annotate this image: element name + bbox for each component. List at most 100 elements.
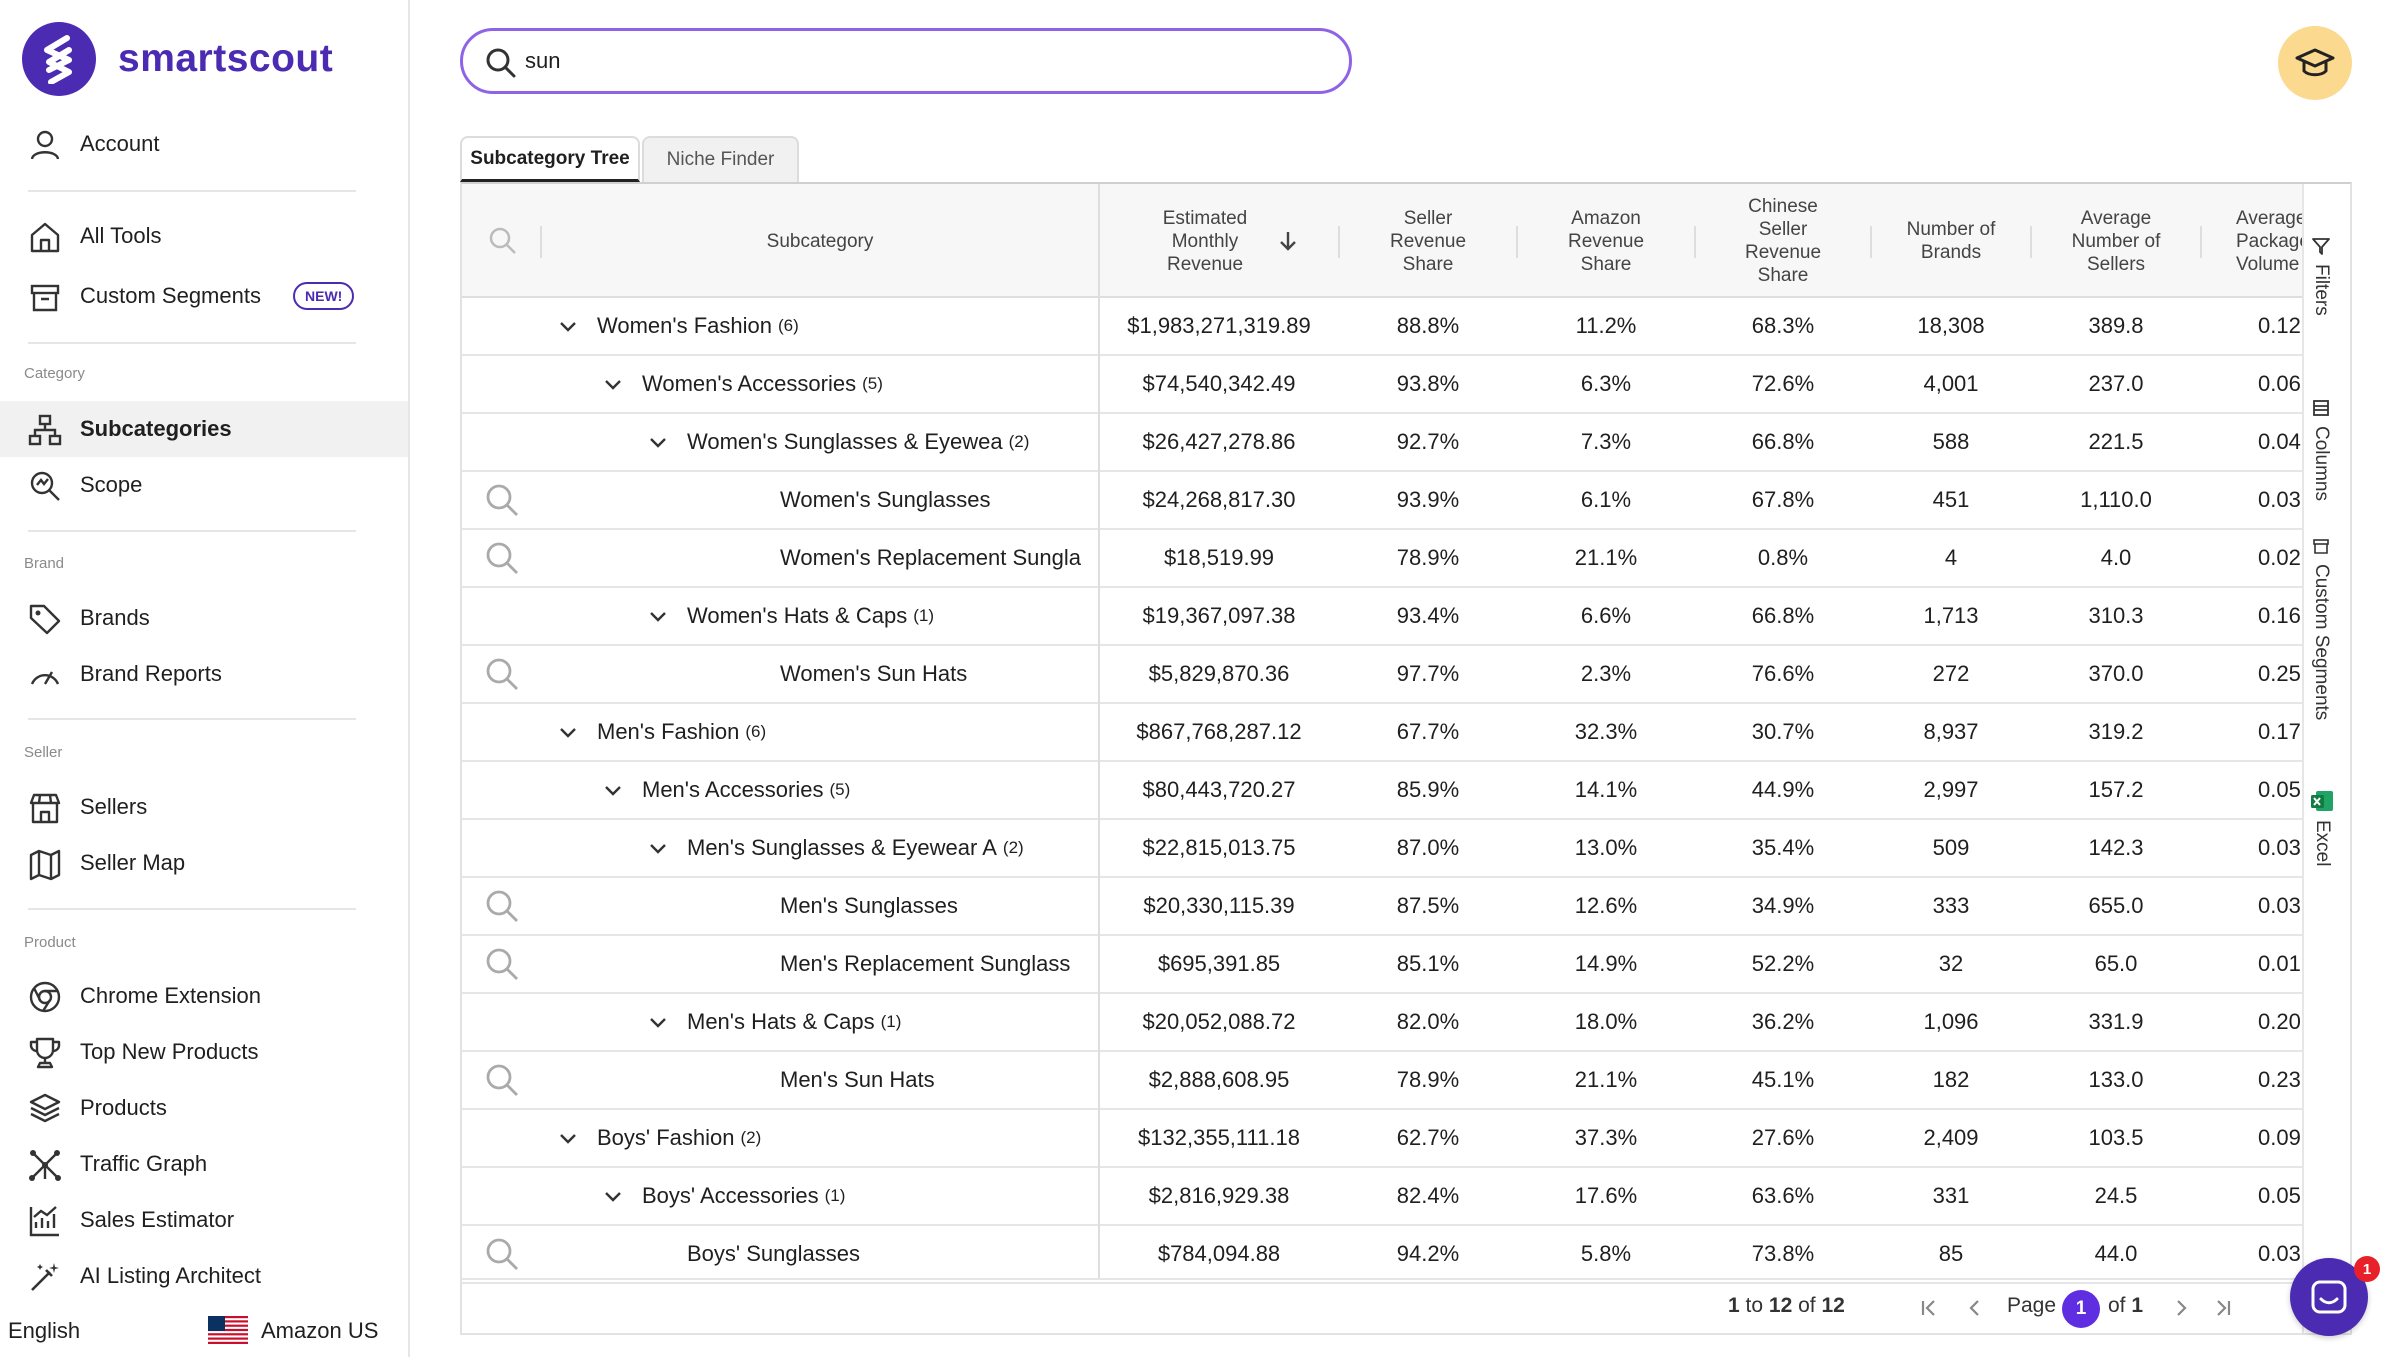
- subcategory-cell[interactable]: Women's Sun Hats: [780, 646, 1090, 702]
- cell-revenue: $1,983,271,319.89: [1127, 313, 1311, 338]
- subcategory-cell[interactable]: Men's Sunglasses & Eyewear A (2): [687, 820, 1090, 876]
- cell-pkg: 0.04: [2258, 429, 2301, 454]
- nav-scope[interactable]: Scope: [0, 457, 408, 513]
- subcategory-cell[interactable]: Women's Replacement Sungla: [780, 530, 1090, 586]
- header-brands[interactable]: Number of Brands: [1872, 184, 2030, 298]
- row-search-icon[interactable]: [484, 482, 520, 518]
- nav-sellers[interactable]: Sellers: [0, 779, 408, 835]
- table-row[interactable]: Women's Hats & Caps (1) $19,367,097.38 93.4…: [462, 588, 2302, 646]
- current-page[interactable]: 1: [2062, 1290, 2100, 1328]
- custom-segments-tool[interactable]: Custom Segments: [2310, 536, 2332, 720]
- chevron-down-icon[interactable]: [559, 1130, 577, 1148]
- chevron-down-icon[interactable]: [604, 782, 622, 800]
- header-subcategory[interactable]: Subcategory: [766, 230, 874, 252]
- table-row[interactable]: Women's Fashion (6) $1,983,271,319.89 88.8%…: [462, 298, 2302, 356]
- first-page-icon[interactable]: [1918, 1297, 1940, 1319]
- table-row[interactable]: Women's Replacement Sungla $18,519.99 78.9…: [462, 530, 2302, 588]
- table-row[interactable]: Women's Accessories (5) $74,540,342.49 93.8…: [462, 356, 2302, 414]
- row-search-icon[interactable]: [484, 1236, 520, 1272]
- header-revenue[interactable]: Estimated Monthly Revenue: [1100, 184, 1310, 298]
- column-search-icon[interactable]: [488, 226, 518, 256]
- header-sellers[interactable]: Average Number of Sellers: [2032, 184, 2200, 298]
- table-row[interactable]: Men's Sunglasses & Eyewear A (2) $22,815,0…: [462, 820, 2302, 878]
- nav-account[interactable]: Account: [0, 116, 408, 172]
- table-row[interactable]: Women's Sun Hats $5,829,870.36 97.7% 2.3% 76…: [462, 646, 2302, 704]
- cell-brands: 509: [1932, 835, 1970, 860]
- subcategory-cell[interactable]: Men's Sun Hats: [780, 1052, 1090, 1108]
- header-amazon-share[interactable]: Amazon Revenue Share: [1518, 184, 1694, 298]
- table-row[interactable]: Women's Sunglasses $24,268,817.30 93.9% 6.1…: [462, 472, 2302, 530]
- subcategory-cell[interactable]: Women's Sunglasses & Eyewea (2): [687, 414, 1090, 470]
- subcategory-cell[interactable]: Women's Sunglasses: [780, 472, 1090, 528]
- next-page-icon[interactable]: [2170, 1297, 2192, 1319]
- last-page-icon[interactable]: [2212, 1297, 2234, 1319]
- search-input[interactable]: [525, 45, 1325, 77]
- tab-subcategory-tree[interactable]: Subcategory Tree: [460, 136, 640, 182]
- chevron-down-icon[interactable]: [649, 608, 667, 626]
- table-row[interactable]: Men's Sunglasses $20,330,115.39 87.5% 12.6%…: [462, 878, 2302, 936]
- subcategory-cell[interactable]: Boys' Accessories (1): [642, 1168, 1090, 1224]
- network-icon: [29, 1150, 61, 1181]
- table-row[interactable]: Boys' Sunglasses $784,094.88 94.2% 5.8% 73.8…: [462, 1226, 2302, 1284]
- table-row[interactable]: Women's Sunglasses & Eyewea (2) $26,427,27…: [462, 414, 2302, 472]
- chevron-down-icon[interactable]: [604, 376, 622, 394]
- subcategory-cell[interactable]: Women's Accessories (5): [642, 356, 1090, 412]
- table-row[interactable]: Men's Hats & Caps (1) $20,052,088.72 82.0% 1…: [462, 994, 2302, 1052]
- nav-subcategories[interactable]: Subcategories: [0, 401, 408, 457]
- sort-desc-icon[interactable]: [1278, 230, 1298, 252]
- table-row[interactable]: Boys' Accessories (1) $2,816,929.38 82.4% 17…: [462, 1168, 2302, 1226]
- filters-tool[interactable]: Filters: [2310, 236, 2332, 316]
- table-row[interactable]: Men's Sun Hats $2,888,608.95 78.9% 21.1% 45.…: [462, 1052, 2302, 1110]
- nav-all-tools[interactable]: All Tools: [0, 208, 408, 264]
- table-row[interactable]: Men's Fashion (6) $867,768,287.12 67.7% 32.3…: [462, 704, 2302, 762]
- previous-page-icon[interactable]: [1964, 1297, 1986, 1319]
- subcategory-cell[interactable]: Men's Replacement Sunglass: [780, 936, 1090, 992]
- row-search-icon[interactable]: [484, 1062, 520, 1098]
- nav-products[interactable]: Products: [0, 1080, 408, 1136]
- nav-ai-listing-architect[interactable]: AI Listing Architect: [0, 1248, 408, 1304]
- cell-brands: 4,001: [1923, 371, 1979, 396]
- header-chinese-share[interactable]: Chinese Seller Revenue Share: [1696, 184, 1870, 298]
- subcategory-cell[interactable]: Women's Hats & Caps (1): [687, 588, 1090, 644]
- nav-chrome-extension[interactable]: Chrome Extension: [0, 968, 408, 1024]
- nav-sales-estimator[interactable]: Sales Estimator: [0, 1192, 408, 1248]
- chevron-down-icon[interactable]: [649, 840, 667, 858]
- nav-traffic-graph[interactable]: Traffic Graph: [0, 1136, 408, 1192]
- subcategory-cell[interactable]: Boys' Fashion (2): [597, 1110, 1090, 1166]
- row-search-icon[interactable]: [484, 946, 520, 982]
- chevron-down-icon[interactable]: [649, 434, 667, 452]
- subcategory-cell[interactable]: Men's Sunglasses: [780, 878, 1090, 934]
- subcategory-cell[interactable]: Men's Hats & Caps (1): [687, 994, 1090, 1050]
- nav-seller-map[interactable]: Seller Map: [0, 835, 408, 891]
- subcategory-cell[interactable]: Men's Fashion (6): [597, 704, 1090, 760]
- subcategory-cell[interactable]: Women's Fashion (6): [597, 298, 1090, 354]
- brand-logo[interactable]: smartscout: [22, 22, 333, 96]
- nav-brands[interactable]: Brands: [0, 590, 408, 646]
- nav-top-new-products[interactable]: Top New Products: [0, 1024, 408, 1080]
- chevron-down-icon[interactable]: [559, 318, 577, 336]
- subcategory-cell[interactable]: Men's Accessories (5): [642, 762, 1090, 818]
- columns-tool[interactable]: Columns: [2310, 398, 2332, 501]
- chevron-down-icon[interactable]: [604, 1188, 622, 1206]
- header-package-volume[interactable]: Average Package Volume: [2202, 184, 2302, 298]
- header-seller-share[interactable]: Seller Revenue Share: [1340, 184, 1516, 298]
- subcategory-cell[interactable]: Boys' Sunglasses: [687, 1226, 1090, 1282]
- tab-niche-finder[interactable]: Niche Finder: [642, 136, 799, 182]
- academy-button[interactable]: [2278, 26, 2352, 100]
- nav-brand-reports[interactable]: Brand Reports: [0, 646, 408, 702]
- chevron-down-icon[interactable]: [649, 1014, 667, 1032]
- search-bar[interactable]: [460, 28, 1352, 94]
- table-row[interactable]: Men's Accessories (5) $80,443,720.27 85.9% 1…: [462, 762, 2302, 820]
- marketplace-selector[interactable]: Amazon US: [261, 1318, 379, 1343]
- row-search-icon[interactable]: [484, 888, 520, 924]
- table-row[interactable]: Men's Replacement Sunglass $695,391.85 85.…: [462, 936, 2302, 994]
- nav-custom-segments[interactable]: Custom Segments NEW!: [0, 268, 408, 324]
- excel-export-tool[interactable]: Excel: [2310, 790, 2334, 866]
- language-selector[interactable]: English: [8, 1318, 81, 1343]
- table-row[interactable]: Boys' Fashion (2) $132,355,111.18 62.7% 37.3…: [462, 1110, 2302, 1168]
- row-search-icon[interactable]: [484, 540, 520, 576]
- row-search-icon[interactable]: [484, 656, 520, 692]
- chevron-down-icon[interactable]: [559, 724, 577, 742]
- divider: [28, 342, 356, 344]
- cell-brands: 1,713: [1923, 603, 1979, 628]
